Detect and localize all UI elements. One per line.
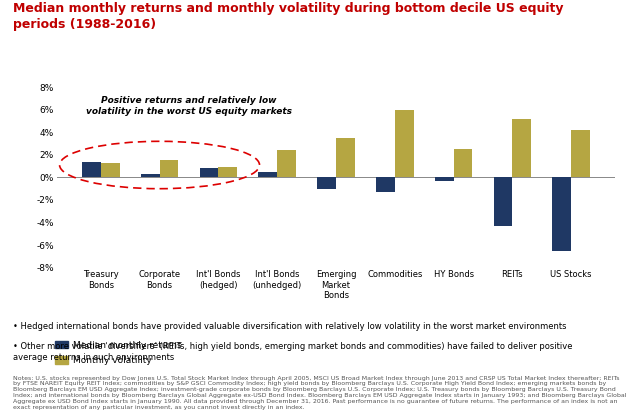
Bar xyxy=(512,119,531,178)
Bar xyxy=(571,130,590,178)
Bar xyxy=(200,168,219,178)
Text: Notes: U.S. stocks represented by Dow Jones U.S. Total Stock Market Index throug: Notes: U.S. stocks represented by Dow Jo… xyxy=(13,376,626,410)
Bar xyxy=(141,174,160,178)
Bar xyxy=(82,161,100,178)
Text: Positive returns and relatively low
volatility in the worst US equity markets: Positive returns and relatively low vola… xyxy=(86,96,292,115)
Bar xyxy=(395,110,414,178)
Bar xyxy=(219,167,237,178)
Bar xyxy=(336,138,355,178)
Bar xyxy=(160,161,178,178)
Text: • Hedged international bonds have provided valuable diversification with relativ: • Hedged international bonds have provid… xyxy=(13,322,566,331)
Bar xyxy=(553,178,571,251)
Bar xyxy=(317,178,336,189)
Legend: Median monthly returns, Monthly volatility: Median monthly returns, Monthly volatili… xyxy=(55,341,181,365)
Bar xyxy=(258,172,277,178)
Bar xyxy=(277,150,296,178)
Text: • Other more volatile ‘diversifiers’ (REITs, high yield bonds, emerging market b: • Other more volatile ‘diversifiers’ (RE… xyxy=(13,342,572,362)
Bar xyxy=(100,163,119,178)
Bar xyxy=(494,178,512,226)
Bar xyxy=(376,178,395,192)
Bar xyxy=(453,149,472,178)
Text: Median monthly returns and monthly volatility during bottom decile US equity
per: Median monthly returns and monthly volat… xyxy=(13,2,563,31)
Bar xyxy=(435,178,453,181)
